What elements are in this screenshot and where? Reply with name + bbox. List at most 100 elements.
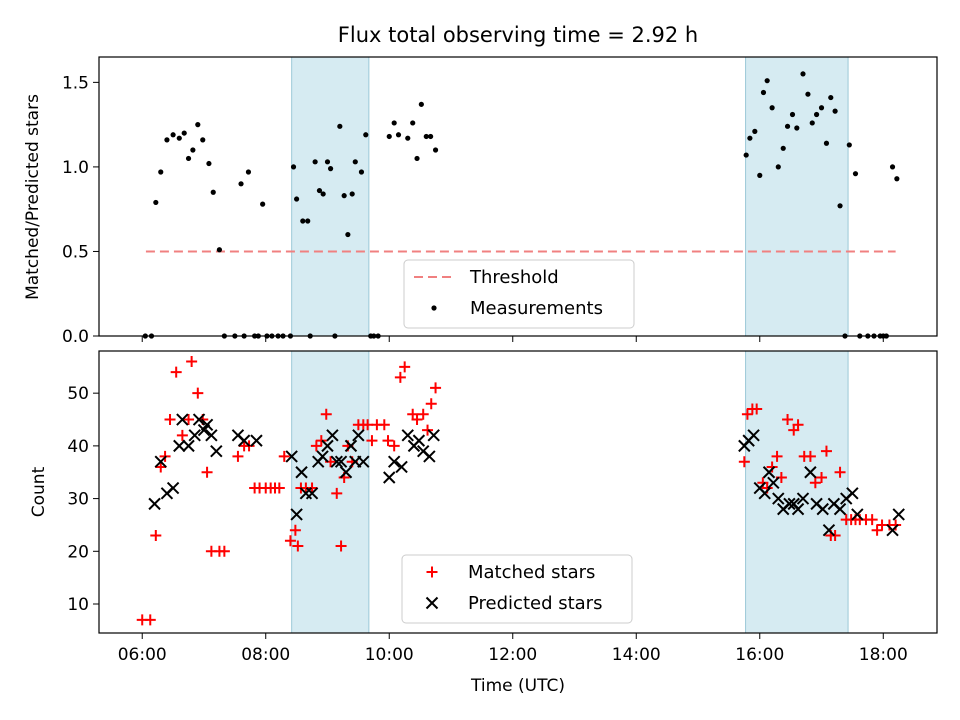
observing-window-span-1	[745, 350, 849, 634]
matched-star-point	[192, 387, 204, 399]
measurement-point	[170, 132, 176, 138]
y-tick-label: 1.5	[62, 73, 89, 93]
predicted-star-point	[767, 476, 780, 489]
matched-star-point	[766, 461, 778, 473]
measurement-point	[428, 133, 434, 140]
measurement-point	[206, 160, 212, 167]
y-tick-label: 0.5	[62, 242, 89, 262]
matched-star-point	[306, 482, 318, 494]
matched-star-point	[273, 482, 285, 494]
y-tick-label: 50	[67, 384, 89, 404]
matched-star-point	[871, 524, 883, 536]
measurement-point	[158, 169, 164, 175]
legend-counts: Matched stars Predicted stars	[401, 554, 633, 624]
predicted-star-point	[395, 460, 408, 474]
predicted-star-point	[352, 429, 365, 442]
legend-label: Predicted stars	[468, 593, 602, 614]
legend-measurement-swatch	[431, 305, 437, 311]
matched-star-point	[738, 456, 750, 468]
measurement-point	[837, 203, 843, 209]
measurement-point	[245, 169, 252, 175]
predicted-star-point	[412, 434, 426, 447]
measurement-point	[391, 120, 397, 126]
predicted-star-point	[166, 481, 180, 495]
predicted-star-point	[173, 439, 186, 453]
matched-star-point	[150, 529, 162, 541]
matched-star-point	[866, 514, 878, 526]
measurement-point	[775, 164, 781, 170]
matched-star-point	[176, 429, 188, 441]
matched-star-point	[378, 419, 390, 431]
legend-box	[401, 554, 633, 624]
measurement-point	[345, 231, 351, 238]
observing-window-span-0	[291, 56, 370, 337]
matched-star-point	[751, 403, 763, 415]
measurement-point	[176, 135, 182, 141]
x-tick-label: 12:00	[488, 645, 537, 665]
matched-star-point	[792, 419, 804, 431]
legend-box	[403, 259, 635, 329]
x-tick-label: 18:00	[859, 645, 908, 665]
predicted-star-point	[387, 455, 401, 468]
measurement-point	[794, 125, 800, 131]
predicted-star-point	[758, 487, 771, 500]
predicted-star-point	[210, 444, 223, 458]
measurement-point	[410, 120, 416, 126]
measurement-point	[418, 101, 424, 107]
predicted-star-point	[295, 466, 308, 479]
measurement-point	[846, 142, 852, 148]
measurement-point	[769, 105, 775, 111]
matched-star-point	[278, 450, 290, 462]
predicted-star-point	[851, 508, 864, 521]
predicted-star-point	[796, 492, 810, 505]
matched-star-point	[144, 614, 156, 626]
measurement-point	[747, 135, 753, 141]
predicted-star-point	[804, 466, 817, 479]
measurement-point	[809, 120, 815, 126]
measurement-point	[828, 94, 834, 101]
measurement-point	[832, 108, 838, 114]
measurement-point	[185, 155, 192, 162]
measurement-point	[210, 189, 216, 195]
matched-star-point	[201, 466, 213, 478]
measurement-point	[780, 145, 786, 151]
legend-predicted-swatch	[425, 596, 439, 610]
measurement-point	[300, 218, 306, 224]
matched-star-point	[394, 371, 406, 383]
predicted-star-point	[846, 487, 859, 500]
predicted-star-point	[316, 450, 329, 463]
measurement-point	[200, 137, 206, 143]
predicted-star-point	[383, 471, 396, 484]
measurement-point	[290, 164, 297, 170]
y-axis-label-count: Count	[29, 466, 49, 517]
measurement-point	[414, 155, 420, 162]
predicted-star-point	[833, 502, 847, 516]
x-tick-label: 08:00	[241, 645, 290, 665]
predicted-star-point	[401, 429, 414, 442]
predicted-star-point	[886, 524, 899, 537]
matched-star-point	[155, 461, 167, 473]
legend-label: Measurements	[470, 298, 603, 319]
predicted-star-point	[326, 429, 339, 442]
measurement-point	[164, 137, 170, 143]
x-tick-label: 14:00	[612, 645, 661, 665]
matched-star-point	[289, 524, 301, 536]
predicted-star-point	[747, 429, 760, 442]
legend-label: Threshold	[469, 267, 559, 288]
y-tick-label: 20	[67, 542, 89, 562]
flux-ratio-panel: 0.0 0.5 1.0 1.5 Flux total observing time =…	[23, 23, 938, 347]
matched-star-point	[890, 519, 902, 531]
predicted-star-point	[285, 450, 298, 463]
predicted-star-point	[791, 502, 805, 516]
measurement-point	[195, 122, 201, 128]
y-tick-label: 40	[67, 437, 89, 457]
counts-axes-frame	[98, 350, 938, 634]
predicted-star-point	[321, 439, 334, 453]
predicted-star-point	[237, 434, 251, 447]
matched-star-point	[284, 535, 296, 547]
matched-star-point	[425, 398, 437, 410]
predicted-star-point	[892, 508, 905, 521]
matched-star-point	[782, 414, 794, 426]
y-tick-label: 1.0	[62, 158, 89, 178]
